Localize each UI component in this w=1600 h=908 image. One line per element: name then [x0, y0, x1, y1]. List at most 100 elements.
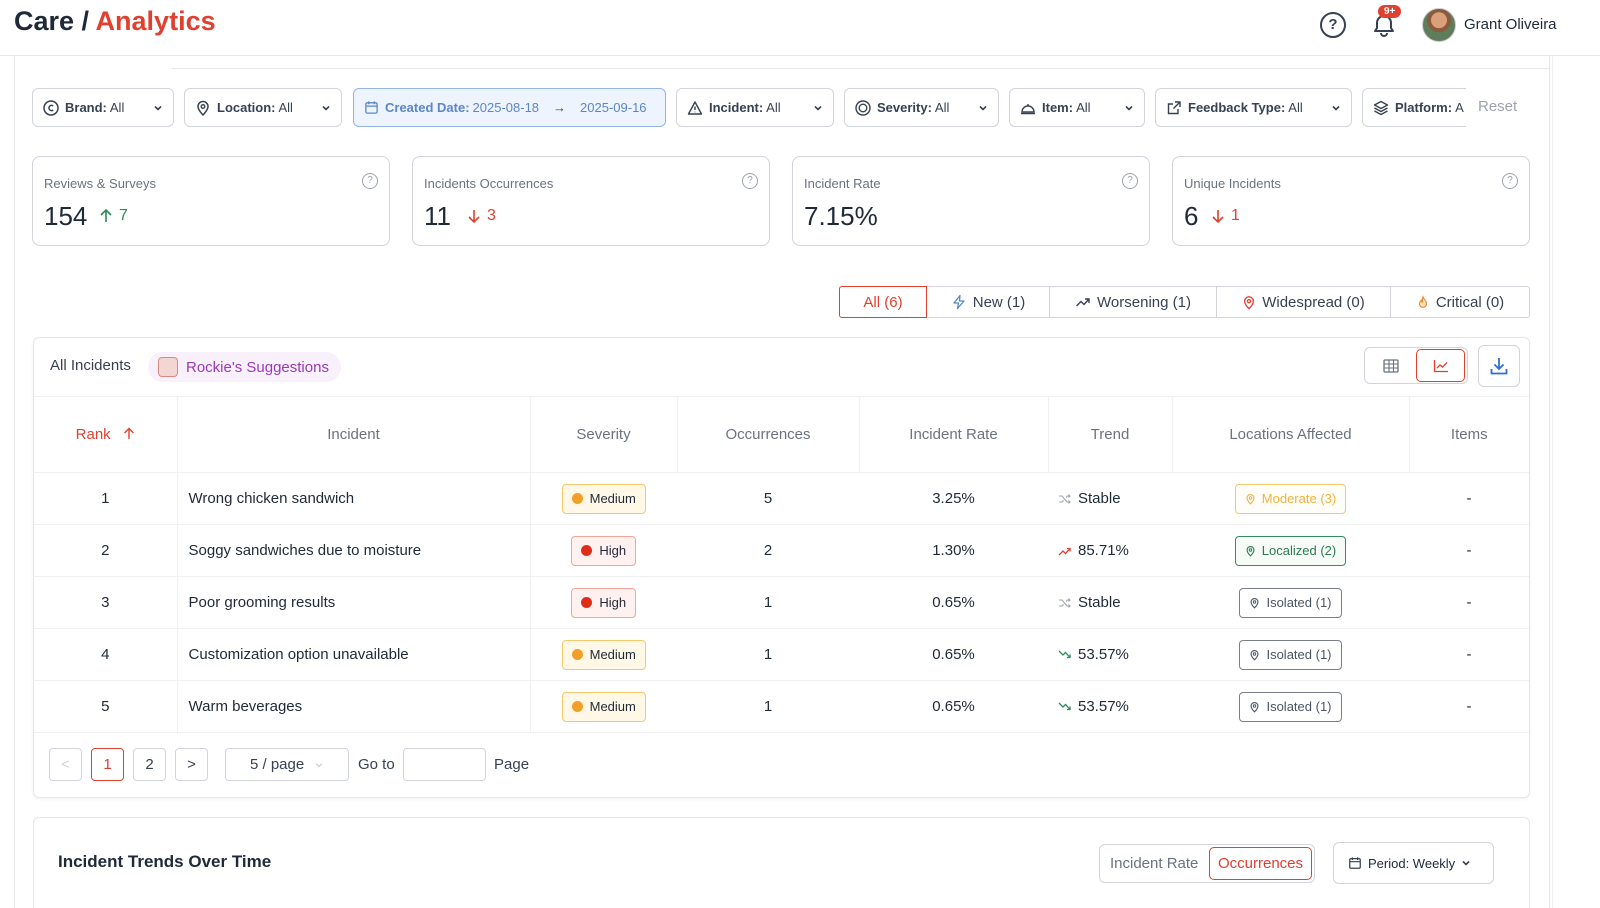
metric-toggle	[1099, 844, 1315, 883]
user-name[interactable]: Grant Oliveira	[1464, 16, 1557, 33]
table-row[interactable]: 5 Warm beverages Medium 1 0.65% 53.57% I…	[34, 680, 1529, 733]
column-header-incident[interactable]: Incident	[177, 396, 531, 473]
feedback-type-filter[interactable]: Feedback Type: All	[1155, 88, 1352, 127]
location-badge-label: Isolated (1)	[1266, 595, 1332, 610]
metric-occurrences-tab[interactable]: Occurrences	[1209, 847, 1312, 880]
metric-incident-rate-tab[interactable]: Incident Rate	[1110, 855, 1199, 872]
pagination-page-1[interactable]: 1	[91, 748, 124, 781]
cell-incident[interactable]: Poor grooming results	[177, 576, 531, 629]
location-badge[interactable]: Moderate (3)	[1234, 483, 1347, 514]
platform-filter-value: A	[1455, 100, 1464, 115]
item-filter[interactable]: Item: All	[1009, 88, 1145, 127]
column-header-locations[interactable]: Locations Affected	[1172, 396, 1410, 473]
created-date-filter[interactable]: Created Date: 2025-08-18 → 2025-09-16	[353, 88, 666, 127]
pagination-prev-button[interactable]: <	[49, 748, 82, 781]
table-header-row: Rank Incident Severity Occurrences Incid…	[34, 396, 1529, 473]
incident-filter[interactable]: Incident: All	[676, 88, 834, 127]
segment-new[interactable]: New (1)	[926, 286, 1050, 318]
table-row[interactable]: 3 Poor grooming results High 1 0.65% Sta…	[34, 576, 1529, 629]
column-header-incident-rate[interactable]: Incident Rate	[859, 396, 1049, 473]
page-label: Page	[494, 756, 530, 773]
cell-incident[interactable]: Wrong chicken sandwich	[177, 472, 531, 525]
cell-trend: 85.71%	[1048, 524, 1172, 577]
external-link-icon	[1166, 100, 1182, 116]
location-filter[interactable]: Location: All	[184, 88, 342, 127]
help-circle-icon[interactable]: ?	[362, 173, 378, 189]
shuffle-stable-icon	[1059, 598, 1071, 608]
table-view-icon[interactable]	[1376, 356, 1406, 376]
fire-icon	[1418, 294, 1427, 308]
location-badge[interactable]: Isolated (1)	[1239, 691, 1342, 722]
arrow-down-icon	[468, 210, 480, 224]
trending-down-icon	[1058, 650, 1071, 659]
cell-severity: Medium	[530, 472, 677, 525]
date-end-input[interactable]: 2025-09-16	[580, 100, 647, 115]
scrollbar-track[interactable]	[1552, 56, 1553, 908]
table-row[interactable]: 2 Soggy sandwiches due to moisture High …	[34, 524, 1529, 577]
segment-widespread[interactable]: Widespread (0)	[1216, 286, 1391, 318]
severity-circle-icon	[855, 99, 871, 116]
column-header-severity[interactable]: Severity	[530, 396, 678, 473]
card-value: 7.15%	[804, 201, 878, 231]
reset-button[interactable]: Reset	[1478, 98, 1518, 115]
cell-locations: Isolated (1)	[1172, 576, 1409, 629]
table-row[interactable]: 1 Wrong chicken sandwich Medium 5 3.25% …	[34, 472, 1529, 525]
avatar[interactable]	[1422, 8, 1456, 42]
chart-view-icon[interactable]	[1416, 349, 1465, 382]
card-label: Reviews & Surveys	[44, 176, 156, 191]
column-header-trend[interactable]: Trend	[1048, 396, 1173, 473]
cell-trend: 53.57%	[1048, 680, 1172, 733]
segment-worsening[interactable]: Worsening (1)	[1049, 286, 1217, 318]
location-badge[interactable]: Isolated (1)	[1239, 639, 1342, 670]
created-date-label: Created Date:	[385, 100, 470, 115]
location-badge[interactable]: Isolated (1)	[1239, 587, 1342, 618]
cell-incident[interactable]: Warm beverages	[177, 680, 531, 733]
cell-severity: High	[530, 524, 677, 577]
severity-high-dot-icon	[581, 545, 593, 556]
tab-rockies-suggestions[interactable]: Rockie's Suggestions	[148, 352, 341, 382]
trend-value: Stable	[1078, 490, 1121, 507]
severity-badge: Medium	[561, 483, 646, 514]
segment-worsening-label: Worsening (1)	[1097, 293, 1191, 311]
segment-critical[interactable]: Critical (0)	[1390, 286, 1530, 318]
goto-page-input[interactable]	[403, 748, 486, 781]
help-circle-icon[interactable]: ?	[1122, 173, 1138, 189]
column-header-occurrences[interactable]: Occurrences	[677, 396, 860, 473]
date-start-input[interactable]: 2025-08-18	[472, 100, 540, 115]
severity-filter[interactable]: Severity: All	[844, 88, 999, 127]
chevron-down-icon	[315, 762, 323, 767]
cell-items: -	[1409, 472, 1529, 525]
period-select[interactable]: Period: Weekly	[1333, 842, 1494, 884]
severity-label: Medium	[589, 699, 636, 714]
column-header-rank[interactable]: Rank	[34, 396, 178, 473]
brand-filter-value: All	[109, 100, 125, 115]
location-filter-value: All	[278, 100, 293, 115]
severity-filter-value: All	[934, 100, 950, 115]
help-circle-icon[interactable]: ?	[742, 173, 758, 189]
help-button[interactable]: ?	[1320, 12, 1346, 38]
page-size-select[interactable]: 5 / page	[225, 748, 349, 781]
cell-incident[interactable]: Soggy sandwiches due to moisture	[177, 524, 531, 577]
period-select-label: Period: Weekly	[1368, 855, 1456, 871]
severity-badge: High	[571, 535, 637, 566]
help-circle-icon[interactable]: ?	[1502, 173, 1518, 189]
map-pin-icon	[1246, 493, 1255, 505]
brand-filter[interactable]: Brand: All	[32, 88, 174, 127]
column-header-items[interactable]: Items	[1409, 396, 1529, 473]
pagination-next-button[interactable]: >	[175, 748, 208, 781]
table-row[interactable]: 4 Customization option unavailable Mediu…	[34, 628, 1529, 681]
breadcrumb-care[interactable]: Care /	[14, 6, 90, 36]
cell-incident[interactable]: Customization option unavailable	[177, 628, 531, 681]
cell-incident-rate: 0.65%	[859, 576, 1048, 629]
cell-occurrences: 1	[677, 576, 859, 629]
location-badge[interactable]: Localized (2)	[1234, 535, 1347, 566]
segment-all[interactable]: All (6)	[839, 286, 927, 318]
tab-all-incidents[interactable]: All Incidents	[50, 357, 131, 374]
location-badge-label: Localized (2)	[1261, 543, 1337, 558]
download-button[interactable]	[1478, 345, 1520, 387]
pagination-page-2[interactable]: 2	[133, 748, 166, 781]
cell-severity: Medium	[530, 628, 677, 681]
cell-severity: High	[530, 576, 677, 629]
platform-filter[interactable]: Platform: A	[1362, 88, 1466, 127]
location-badge-label: Moderate (3)	[1261, 491, 1337, 506]
